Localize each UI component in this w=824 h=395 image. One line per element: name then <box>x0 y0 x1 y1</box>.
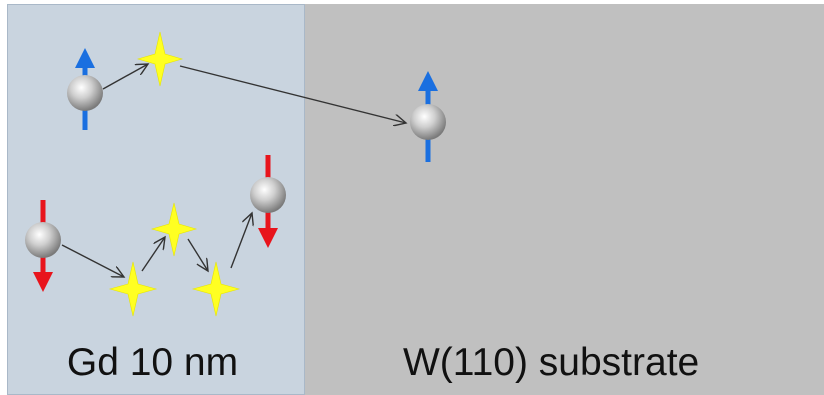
scattering-star-icon <box>136 31 184 87</box>
electron-sphere-icon <box>250 177 286 213</box>
electron-sphere-icon <box>410 104 446 140</box>
transfer-arrow <box>187 238 208 271</box>
transfer-arrow <box>102 64 148 90</box>
transfer-arrow <box>61 244 124 277</box>
w-substrate-region <box>305 4 824 395</box>
transfer-arrow <box>230 213 252 269</box>
scattering-star-icon <box>108 261 158 317</box>
gd-layer-label: Gd 10 nm <box>66 341 239 384</box>
transfer-arrow <box>179 65 406 123</box>
transfer-arrow <box>141 237 165 272</box>
spin-up-path <box>67 31 446 162</box>
scattering-star-icon <box>150 202 198 257</box>
electron-sphere-icon <box>25 222 61 258</box>
w-substrate-label: W(110) substrate <box>403 341 700 384</box>
spin-down-path <box>25 155 286 317</box>
electron-sphere-icon <box>67 75 103 111</box>
scattering-star-icon <box>191 261 241 317</box>
